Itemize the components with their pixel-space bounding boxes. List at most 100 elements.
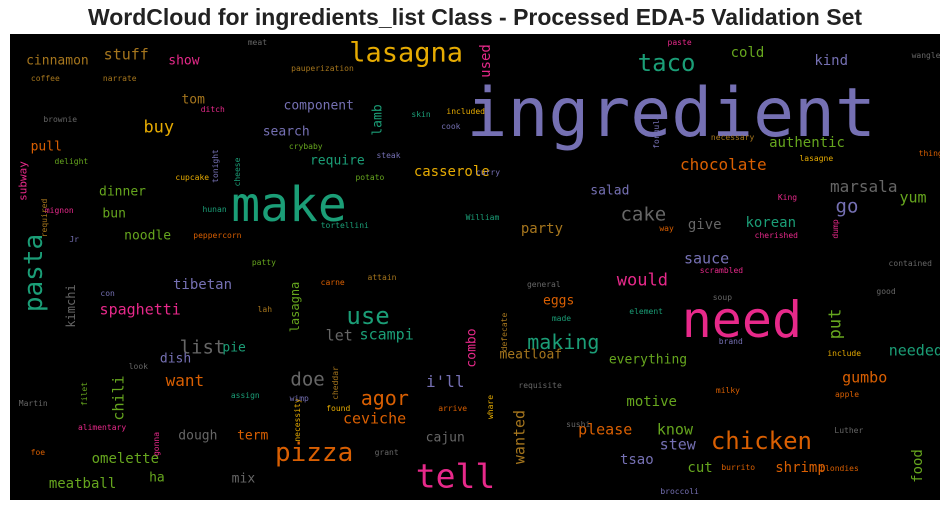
word-wanted-50: wanted (510, 409, 529, 465)
word-needed-40: needed (888, 341, 940, 360)
chart-title: WordCloud for ingredients_list Class - P… (87, 4, 863, 30)
word-good-124: good (876, 287, 896, 297)
word-want-65: want (165, 370, 205, 390)
word-jr-99: Jr (69, 234, 79, 244)
word-cake-14: cake (620, 203, 667, 226)
word-give-34: give (687, 217, 722, 234)
word-yum-31: yum (899, 188, 927, 207)
word-food-59: food (909, 449, 926, 484)
word-scampi-46: scampi (359, 325, 414, 344)
word-milky-127: milky (715, 385, 740, 395)
word-know-52: know (656, 420, 693, 439)
word-tom-21: tom (181, 92, 205, 108)
word-included-86: included (446, 107, 485, 117)
word-requisite-134: requisite (518, 381, 562, 391)
word-ingredient-0: ingredient (466, 74, 876, 154)
word-meatball-71: meatball (48, 476, 117, 493)
word-carne-102: carne (320, 278, 345, 288)
word-sauce-37: sauce (683, 249, 730, 268)
word-motive-54: motive (626, 393, 677, 410)
word-agor-10: agor (360, 385, 409, 410)
word-ditch-83: ditch (200, 104, 225, 114)
word-let-47: let (325, 326, 353, 345)
word-cajun-55: cajun (425, 430, 465, 446)
word-eggs-44: eggs (543, 293, 575, 309)
word-luther-129: Luther (834, 425, 864, 435)
word-spaghetti-60: spaghetti (99, 300, 181, 319)
word-grant-137: grant (374, 448, 399, 458)
word-lasagna-62: lasagna (287, 281, 302, 333)
word-list-12: list (179, 336, 226, 359)
word-meat-148: meat (247, 38, 268, 48)
word-broccoli-132: broccoli (660, 487, 699, 497)
word-lasagne-117: lasagne (799, 153, 834, 163)
word-cinnamon-19: cinnamon (26, 53, 89, 69)
word-william-97: William (465, 213, 500, 223)
word-pasta-7: pasta (19, 233, 50, 313)
word-buy-17: buy (143, 117, 175, 138)
word-chocolate-15: chocolate (679, 154, 767, 174)
word-cheese-93: cheese (232, 157, 242, 187)
word-subway-78: subway (16, 161, 30, 202)
word-king-114: King (777, 193, 798, 203)
word-curry-89: curry (475, 167, 501, 177)
word-marsala-30: marsala (830, 176, 898, 196)
word-brand-125: brand (718, 337, 743, 347)
word-narrate-81: narrate (102, 73, 137, 83)
word-kind-28: kind (814, 53, 849, 70)
word-lamb-25: lamb (370, 104, 386, 136)
word-gumbo-41: gumbo (842, 368, 888, 387)
word-chicken-6: chicken (710, 426, 813, 455)
word-stew-53: stew (659, 435, 696, 454)
word-paste-120: paste (667, 38, 692, 48)
word-taco-8: taco (637, 49, 696, 78)
word-scrambled-112: scrambled (699, 266, 744, 276)
word-defecate-107: defecate (499, 312, 509, 352)
word-use-9: use (346, 301, 390, 330)
word-element-110: element (629, 307, 663, 317)
word-ha-72: ha (149, 470, 165, 486)
word-general-108: general (526, 280, 561, 290)
word-cherished-113: cherished (754, 231, 798, 241)
word-burrito-131: burrito (721, 463, 756, 473)
word-tell-3: tell (415, 456, 496, 496)
word-i-ll-48: i'll (425, 372, 465, 392)
word-casserole-16: casserole (413, 163, 490, 180)
word-mignon-94: mignon (44, 205, 74, 215)
word-way-115: way (659, 223, 674, 233)
word-filet-143: filet (80, 381, 90, 406)
word-make-1: make (231, 177, 347, 234)
word-cook-87: cook (441, 122, 461, 132)
word-cut-57: cut (687, 459, 713, 476)
word-skin-85: skin (411, 110, 431, 120)
word-peppercorn-98: peppercorn (193, 231, 242, 241)
word-required-95: required (40, 198, 50, 238)
word-bun-75: bun (102, 206, 126, 222)
word-patty-101: patty (251, 258, 276, 268)
word-cold-27: cold (730, 45, 765, 62)
word-assign-141: assign (230, 390, 260, 400)
word-stuff-18: stuff (103, 45, 149, 63)
word-wangle-121: wangle (911, 51, 940, 61)
word-chili-64: chili (109, 375, 128, 421)
word-dough-68: dough (178, 428, 218, 444)
word-noodle-76: noodle (124, 228, 172, 244)
wordcloud-canvas: ingredient make need tell lasagna pizza chicke… (10, 34, 940, 500)
word-made-109: made (551, 314, 572, 324)
word-necessary-118: necessary (710, 133, 755, 143)
word-potato-90: potato (355, 173, 385, 183)
word-party-36: party (520, 220, 564, 237)
word-dish-66: dish (159, 351, 192, 367)
word-cheddar-106: cheddar (330, 365, 340, 400)
word-lasagna-4: lasagna (349, 37, 464, 69)
word-meatloaf-43: meatloaf (499, 347, 563, 363)
word-con-104: con (100, 289, 115, 299)
word-making-11: making (527, 330, 600, 355)
word-include-126: include (827, 349, 862, 359)
word-salad-35: salad (590, 183, 630, 199)
word-coffee-80: coffee (30, 73, 60, 83)
word-delight-79: delight (54, 156, 89, 166)
word-used-26: used (478, 44, 495, 79)
word-everything-42: everything (608, 352, 688, 368)
word-please-51: please (578, 420, 633, 439)
